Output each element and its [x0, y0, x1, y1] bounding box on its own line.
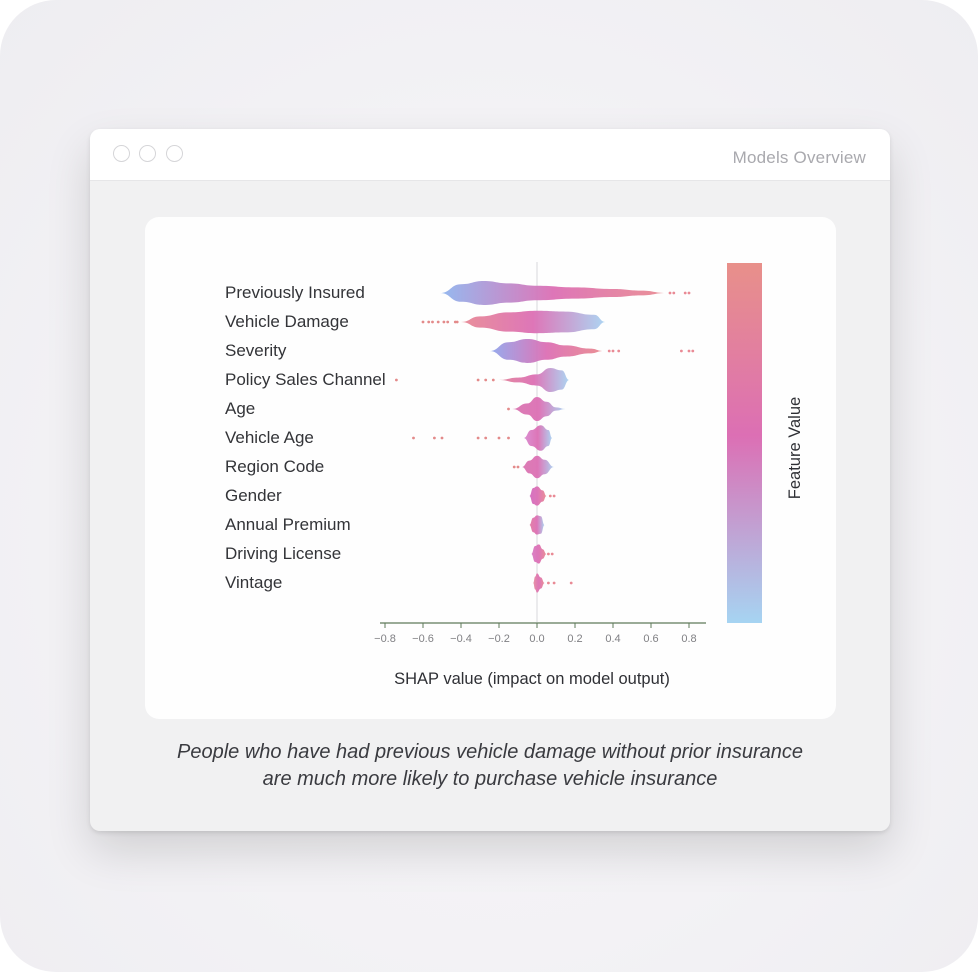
x-axis-label: SHAP value (impact on model output) — [394, 670, 670, 688]
outlier-point — [484, 436, 488, 440]
violin-previously-insured — [440, 281, 667, 305]
window-close-button[interactable] — [113, 145, 130, 162]
x-tick-label: 0.4 — [605, 633, 620, 645]
x-tick-label: 0.0 — [529, 633, 544, 645]
violin-vehicle-damage — [461, 310, 606, 334]
window-minimize-button[interactable] — [139, 145, 156, 162]
violin-gender — [529, 486, 547, 506]
outlier-point — [427, 320, 431, 324]
colorbar — [727, 263, 762, 623]
feature-label: Severity — [225, 341, 287, 360]
outlier-point — [476, 378, 480, 382]
outlier-point — [611, 349, 615, 353]
window-maximize-button[interactable] — [166, 145, 183, 162]
violin-vehicle-age — [523, 425, 553, 451]
feature-label: Policy Sales Channel — [225, 370, 386, 389]
feature-label: Age — [225, 399, 256, 418]
outlier-point — [433, 436, 436, 440]
caption-line-2: are much more likely to purchase vehicle… — [262, 768, 718, 790]
outlier-point — [672, 291, 676, 295]
outlier-point — [548, 494, 552, 498]
violin-age — [512, 397, 566, 421]
outlier-point — [455, 320, 459, 324]
title-bar: Models Overview — [90, 129, 890, 181]
outlier-point — [550, 552, 554, 556]
x-tick-label: 0.8 — [681, 633, 696, 645]
x-tick-label: −0.8 — [374, 633, 396, 645]
feature-label: Driving License — [225, 544, 342, 563]
feature-label: Previously Insured — [225, 283, 365, 302]
violin-region-code — [521, 455, 555, 479]
violin-policy-sales-channel — [499, 368, 570, 392]
window-title: Models Overview — [732, 148, 866, 167]
outlier-point — [431, 320, 434, 324]
feature-label: Vehicle Damage — [225, 312, 349, 331]
outlier-point — [412, 436, 415, 440]
shap-violin-chart: −0.8 −0.6 −0.4 −0.2 0.0 0.2 0.4 0.6 0.8 SHAP val… — [374, 262, 804, 688]
violin-plots — [395, 281, 695, 593]
outlier-point — [476, 436, 480, 440]
outlier-point — [547, 581, 550, 585]
x-tick-label: 0.6 — [643, 633, 658, 645]
outlier-point — [442, 320, 446, 324]
outlier-point — [552, 581, 556, 585]
outlier-point — [668, 291, 672, 295]
outlier-point — [607, 349, 611, 353]
feature-label: Annual Premium — [225, 515, 351, 534]
outlier-point — [436, 320, 440, 324]
x-tick-label: −0.6 — [412, 633, 434, 645]
x-axis: −0.8 −0.6 −0.4 −0.2 0.0 0.2 0.4 0.6 0.8 — [374, 622, 706, 645]
feature-label: Vintage — [225, 573, 283, 592]
outlier-point — [617, 349, 621, 353]
outlier-point — [395, 378, 398, 382]
outlier-point — [516, 465, 520, 469]
x-tick-label: −0.2 — [488, 633, 510, 645]
outlier-point — [491, 378, 495, 382]
outlier-point — [507, 407, 510, 411]
violin-severity — [489, 339, 604, 363]
outlier-point — [569, 581, 573, 585]
outlier-point — [687, 349, 691, 353]
outlier-point — [691, 349, 695, 353]
outlier-point — [440, 436, 444, 440]
outlier-point — [683, 291, 687, 295]
x-tick-label: −0.4 — [450, 633, 472, 645]
app-window: Models Overview Previously Insured Vehicl… — [90, 129, 890, 831]
outlier-point — [687, 291, 691, 295]
outlier-point — [680, 349, 683, 353]
outlier-point — [512, 465, 516, 469]
chart-card: Previously Insured Vehicle Damage Severity… — [145, 217, 836, 719]
colorbar-label: Feature Value — [786, 397, 804, 499]
feature-label: Vehicle Age — [225, 428, 314, 447]
outlier-point — [484, 378, 488, 382]
caption-line-1: People who have had previous vehicle dam… — [177, 741, 803, 763]
violin-vintage — [533, 573, 545, 593]
outlier-point — [497, 436, 501, 440]
outlier-point — [547, 552, 550, 556]
violin-annual-premium — [529, 515, 545, 535]
x-tick-label: 0.2 — [567, 633, 582, 645]
outlier-point — [446, 320, 450, 324]
outlier-point — [421, 320, 425, 324]
feature-label: Gender — [225, 486, 282, 505]
outlier-point — [507, 436, 510, 440]
outlier-point — [552, 494, 556, 498]
feature-label: Region Code — [225, 457, 325, 476]
violin-driving-license — [531, 544, 547, 564]
